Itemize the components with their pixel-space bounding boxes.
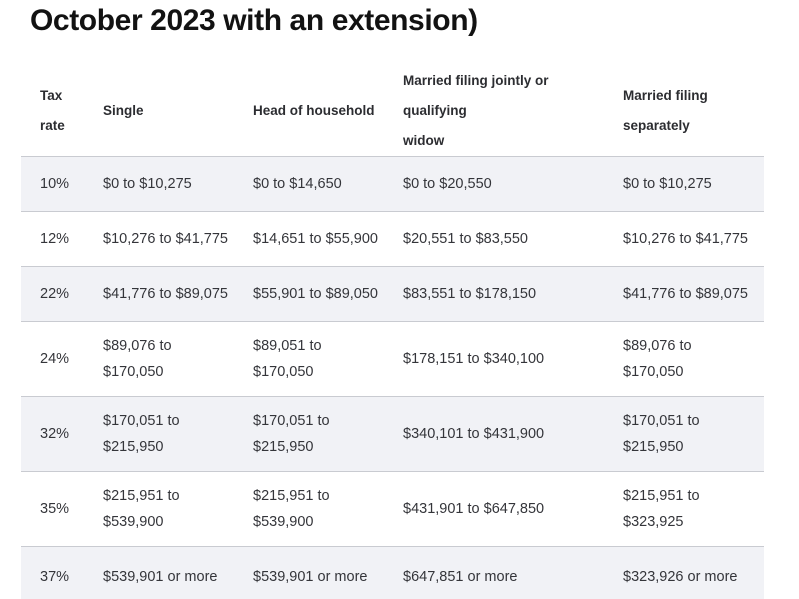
tax-brackets-table: Tax rate Single Head of household Marrie… xyxy=(21,66,764,599)
cell-married-jointly: $20,551 to $83,550 xyxy=(384,211,604,267)
cell-tax-rate: 32% xyxy=(21,396,84,472)
cell-single: $170,051 to $215,950 xyxy=(84,396,234,472)
cell-head-of-household: $55,901 to $89,050 xyxy=(234,266,384,322)
cell-married-separately: $89,076 to $170,050 xyxy=(604,321,764,397)
cell-tax-rate: 12% xyxy=(21,211,84,267)
column-header-married-separately: Married filing separately xyxy=(604,66,764,157)
cell-single: $89,076 to $170,050 xyxy=(84,321,234,397)
cell-married-separately: $215,951 to $323,925 xyxy=(604,471,764,547)
cell-married-separately: $0 to $10,275 xyxy=(604,156,764,212)
cell-married-jointly: $647,851 or more xyxy=(384,546,604,599)
cell-single: $539,901 or more xyxy=(84,546,234,599)
cell-married-jointly: $0 to $20,550 xyxy=(384,156,604,212)
cell-married-separately: $41,776 to $89,075 xyxy=(604,266,764,322)
cell-married-jointly: $340,101 to $431,900 xyxy=(384,396,604,472)
table-row: 32% $170,051 to $215,950 $170,051 to $21… xyxy=(21,396,764,472)
cell-head-of-household: $539,901 or more xyxy=(234,546,384,599)
cell-married-jointly: $431,901 to $647,850 xyxy=(384,471,604,547)
cell-head-of-household: $215,951 to $539,900 xyxy=(234,471,384,547)
cell-single: $41,776 to $89,075 xyxy=(84,266,234,322)
cell-married-separately: $323,926 or more xyxy=(604,546,764,599)
table-row: 24% $89,076 to $170,050 $89,051 to $170,… xyxy=(21,321,764,397)
cell-head-of-household: $170,051 to $215,950 xyxy=(234,396,384,472)
column-header-head-of-household: Head of household xyxy=(234,66,384,157)
cell-tax-rate: 37% xyxy=(21,546,84,599)
cell-tax-rate: 10% xyxy=(21,156,84,212)
cell-married-separately: $170,051 to $215,950 xyxy=(604,396,764,472)
cell-head-of-household: $14,651 to $55,900 xyxy=(234,211,384,267)
column-header-married-jointly: Married filing jointly or qualifying wid… xyxy=(384,66,604,157)
cell-tax-rate: 24% xyxy=(21,321,84,397)
table-row: 12% $10,276 to $41,775 $14,651 to $55,90… xyxy=(21,211,764,267)
page-title: October 2023 with an extension) xyxy=(30,4,478,37)
cell-single: $215,951 to $539,900 xyxy=(84,471,234,547)
cell-tax-rate: 22% xyxy=(21,266,84,322)
cell-married-jointly: $178,151 to $340,100 xyxy=(384,321,604,397)
cell-head-of-household: $89,051 to $170,050 xyxy=(234,321,384,397)
column-header-single: Single xyxy=(84,66,234,157)
table-row: 37% $539,901 or more $539,901 or more $6… xyxy=(21,546,764,599)
table-row: 35% $215,951 to $539,900 $215,951 to $53… xyxy=(21,471,764,547)
table-row: 22% $41,776 to $89,075 $55,901 to $89,05… xyxy=(21,266,764,322)
cell-single: $0 to $10,275 xyxy=(84,156,234,212)
cell-married-separately: $10,276 to $41,775 xyxy=(604,211,764,267)
cell-head-of-household: $0 to $14,650 xyxy=(234,156,384,212)
cell-tax-rate: 35% xyxy=(21,471,84,547)
table-header-row: Tax rate Single Head of household Marrie… xyxy=(21,66,764,157)
cell-married-jointly: $83,551 to $178,150 xyxy=(384,266,604,322)
column-header-tax-rate: Tax rate xyxy=(21,66,84,157)
table-row: 10% $0 to $10,275 $0 to $14,650 $0 to $2… xyxy=(21,156,764,212)
cell-single: $10,276 to $41,775 xyxy=(84,211,234,267)
